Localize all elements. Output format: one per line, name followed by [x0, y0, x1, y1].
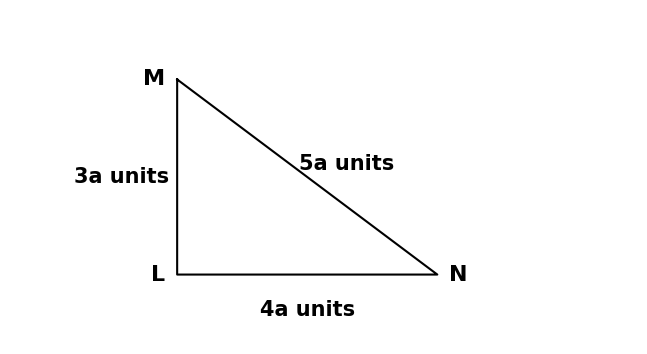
Text: N: N — [449, 264, 468, 285]
Text: 4a units: 4a units — [259, 300, 355, 320]
Text: 3a units: 3a units — [74, 167, 170, 187]
Text: L: L — [151, 264, 166, 285]
Text: M: M — [144, 69, 166, 90]
Text: 5a units: 5a units — [299, 154, 394, 174]
